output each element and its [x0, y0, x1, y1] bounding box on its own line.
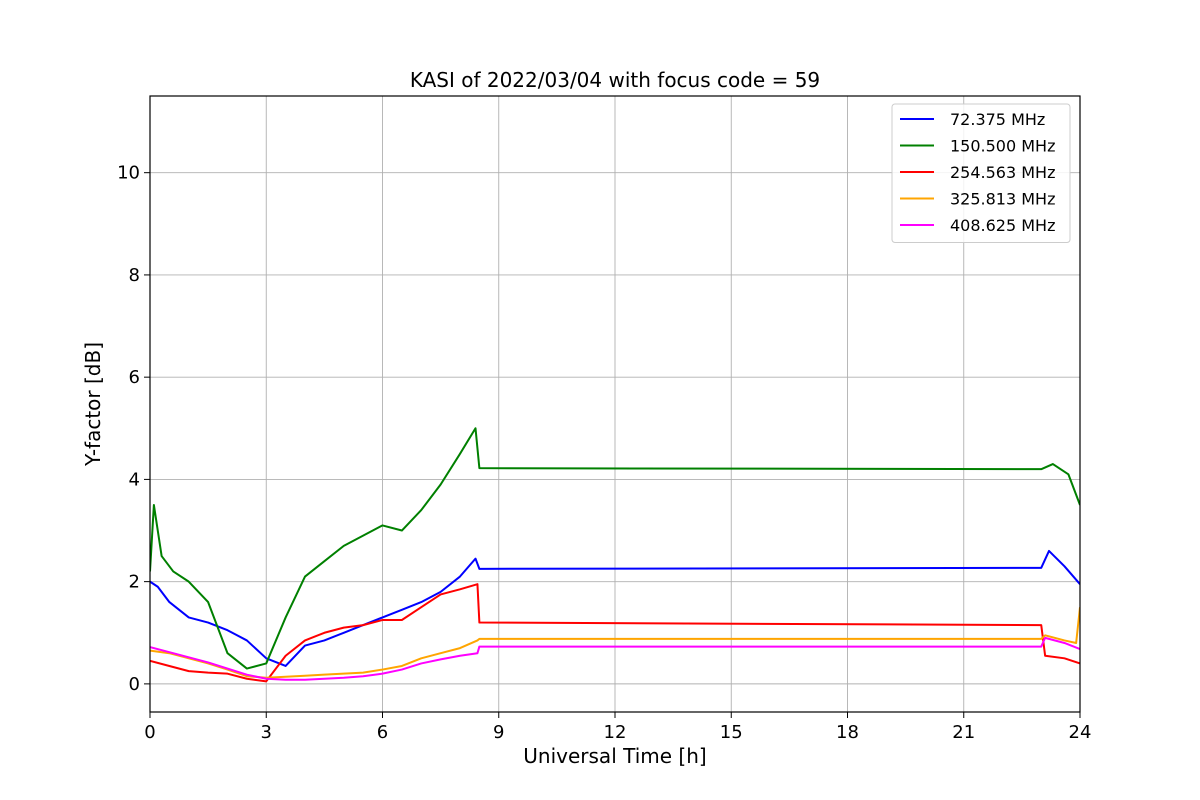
y-tick-label: 0: [129, 674, 140, 695]
legend-entry-408-625-mhz: 408.625 MHz: [900, 216, 1055, 235]
x-tick-label: 21: [952, 722, 975, 743]
legend-entry-254-563-mhz: 254.563 MHz: [900, 163, 1055, 182]
grid-layer: [149, 96, 1081, 712]
legend: 72.375 MHz 150.500 MHz 254.563 MHz 325.813 …: [891, 103, 1071, 243]
legend-label: 325.813 MHz: [950, 190, 1055, 209]
legend-label: 150.500 MHz: [950, 137, 1055, 156]
legend-entry-325-813-mhz: 325.813 MHz: [900, 190, 1055, 209]
legend-box: [891, 103, 1071, 243]
y-tick-label: 4: [129, 469, 140, 490]
y-tick-label: 10: [117, 163, 140, 184]
y-tick-label: 6: [129, 367, 140, 388]
series-layer: [150, 427, 1080, 683]
x-tick-label: 24: [1069, 722, 1092, 743]
y-tick-label: 2: [129, 572, 140, 593]
legend-label: 254.563 MHz: [950, 163, 1055, 182]
x-tick-label: 3: [261, 722, 272, 743]
x-tick-label: 18: [836, 722, 859, 743]
legend-label: 72.375 MHz: [950, 110, 1045, 129]
y-axis-label: Y-factor [dB]: [81, 342, 105, 467]
legend-entry-72-375-mhz: 72.375 MHz: [900, 110, 1045, 129]
x-tick-label: 9: [493, 722, 504, 743]
legend-label: 408.625 MHz: [950, 216, 1055, 235]
series-line-254-563-mhz: [150, 583, 1080, 683]
series-line-72-375-mhz: [150, 549, 1080, 667]
series-line-150-500-mhz: [150, 427, 1080, 670]
legend-entry-150-500-mhz: 150.500 MHz: [900, 137, 1055, 156]
x-axis-label: Universal Time [h]: [523, 744, 706, 768]
x-tick-label: 12: [604, 722, 627, 743]
chart-title: KASI of 2022/03/04 with focus code = 59: [410, 68, 820, 92]
series-line-408-625-mhz: [150, 636, 1080, 681]
x-tick-label: 0: [144, 722, 155, 743]
x-tick-label: 15: [720, 722, 743, 743]
x-tick-label: 6: [377, 722, 388, 743]
y-tick-label: 8: [129, 265, 140, 286]
